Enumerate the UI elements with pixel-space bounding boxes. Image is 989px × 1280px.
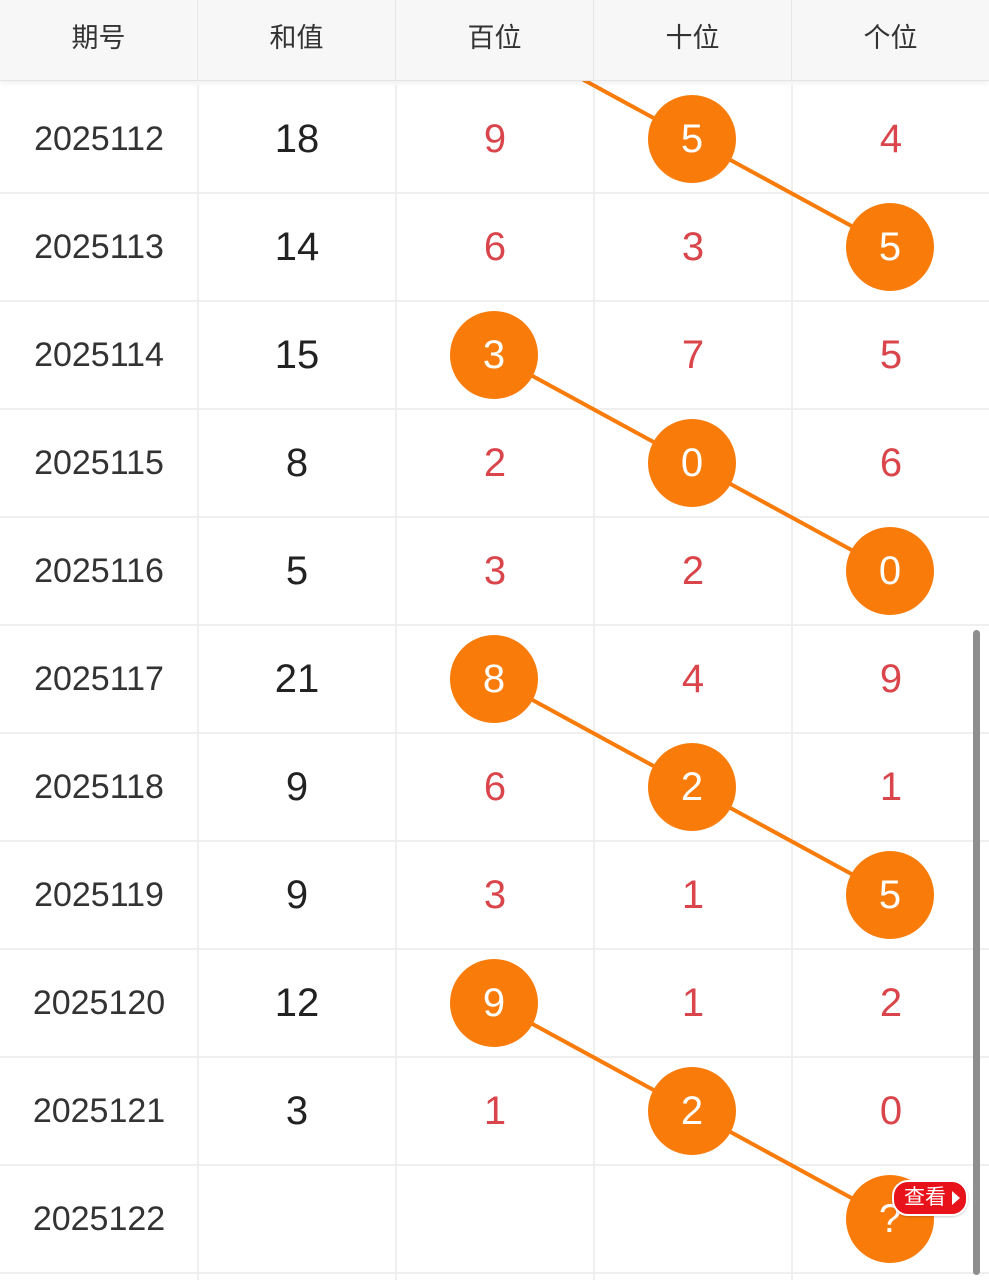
highlight-ball[interactable]: 5 [648,95,736,183]
row-divider [0,840,989,842]
cell-sum: 12 [274,981,320,1025]
cell-hundreds: 6 [483,225,507,269]
cell-sum: 9 [285,765,309,809]
cell-sum: 8 [285,441,309,485]
cell-units: 0 [879,1089,903,1133]
cell-sum: 15 [274,333,320,377]
header-units[interactable]: 个位 [863,23,918,53]
cell-issue: 2025116 [34,552,164,590]
cell-hundreds: 2 [483,441,507,485]
cell-tens [594,1165,792,1273]
view-button-label: 查看 [904,1186,946,1209]
cell-sum [198,1165,396,1273]
cell-issue: 2025114 [34,336,164,374]
cell-sum: 21 [274,657,320,701]
table-row[interactable]: 2025119 9 3 1 5 [0,841,989,949]
cell-issue: 2025121 [32,1092,166,1130]
cell-units: 1 [879,765,903,809]
cell-issue: 2025117 [34,660,164,698]
table-row[interactable]: 2025115 8 2 0 6 [0,409,989,517]
row-divider [0,1164,989,1166]
play-triangle-icon [952,1191,960,1205]
view-button[interactable]: 查看 [892,1180,968,1216]
cell-tens: 3 [681,225,705,269]
highlight-ball[interactable]: 0 [648,419,736,507]
scrollbar[interactable] [973,630,980,1275]
cell-tens: 1 [681,981,705,1025]
column-divider [197,85,199,1280]
highlight-ball[interactable]: 2 [648,1067,736,1155]
cell-tens: 2 [681,549,705,593]
header-tens[interactable]: 十位 [594,0,792,80]
cell-issue: 2025118 [34,768,164,806]
cell-issue: 2025115 [34,444,164,482]
cell-units: 4 [879,117,903,161]
cell-tens: 7 [681,333,705,377]
cell-units: 6 [879,441,903,485]
row-divider [0,192,989,194]
cell-issue: 2025112 [34,120,164,158]
column-divider [791,85,793,1280]
table-header: 期号 和值 百位 十位 个位 [0,0,989,81]
table-row[interactable]: 2025113 14 6 3 5 [0,193,989,301]
table-row[interactable]: 2025118 9 6 2 1 [0,733,989,841]
highlight-ball[interactable]: 8 [450,635,538,723]
highlight-ball[interactable]: 5 [846,203,934,291]
cell-issue: 2025113 [34,228,164,266]
table-row[interactable]: 2025116 5 3 2 0 [0,517,989,625]
header-hundreds[interactable]: 百位 [396,0,594,80]
table-row[interactable]: 2025121 3 1 2 0 [0,1057,989,1165]
cell-hundreds: 9 [483,117,507,161]
cell-issue: 2025119 [34,876,164,914]
cell-sum: 9 [285,873,309,917]
cell-hundreds: 3 [483,549,507,593]
header-issue[interactable]: 期号 [0,0,198,80]
cell-hundreds: 1 [483,1089,507,1133]
cell-sum: 14 [274,225,320,269]
highlight-ball[interactable]: 3 [450,311,538,399]
header-sum[interactable]: 和值 [198,0,396,80]
cell-issue: 2025120 [32,984,166,1022]
cell-units: 5 [879,333,903,377]
highlight-ball[interactable]: 0 [846,527,934,615]
highlight-ball[interactable]: 2 [648,743,736,831]
cell-sum: 3 [285,1089,309,1133]
highlight-ball[interactable]: 5 [846,851,934,939]
cell-hundreds: 3 [483,873,507,917]
row-divider [0,1272,989,1274]
cell-hundreds: 6 [483,765,507,809]
cell-units: 2 [879,981,903,1025]
cell-sum: 18 [274,117,320,161]
table-row[interactable]: 2025112 18 9 5 4 [0,85,989,193]
highlight-ball[interactable]: 9 [450,959,538,1047]
table-row[interactable]: 2025122 [0,1165,989,1273]
cell-hundreds [396,1165,594,1273]
row-divider [0,300,989,302]
cell-tens: 4 [681,657,705,701]
cell-sum: 5 [285,549,309,593]
column-divider [395,85,397,1280]
cell-units: 9 [879,657,903,701]
cell-tens: 1 [681,873,705,917]
row-divider [0,624,989,626]
row-divider [0,948,989,950]
row-divider [0,516,989,518]
cell-issue: 2025122 [32,1200,166,1238]
